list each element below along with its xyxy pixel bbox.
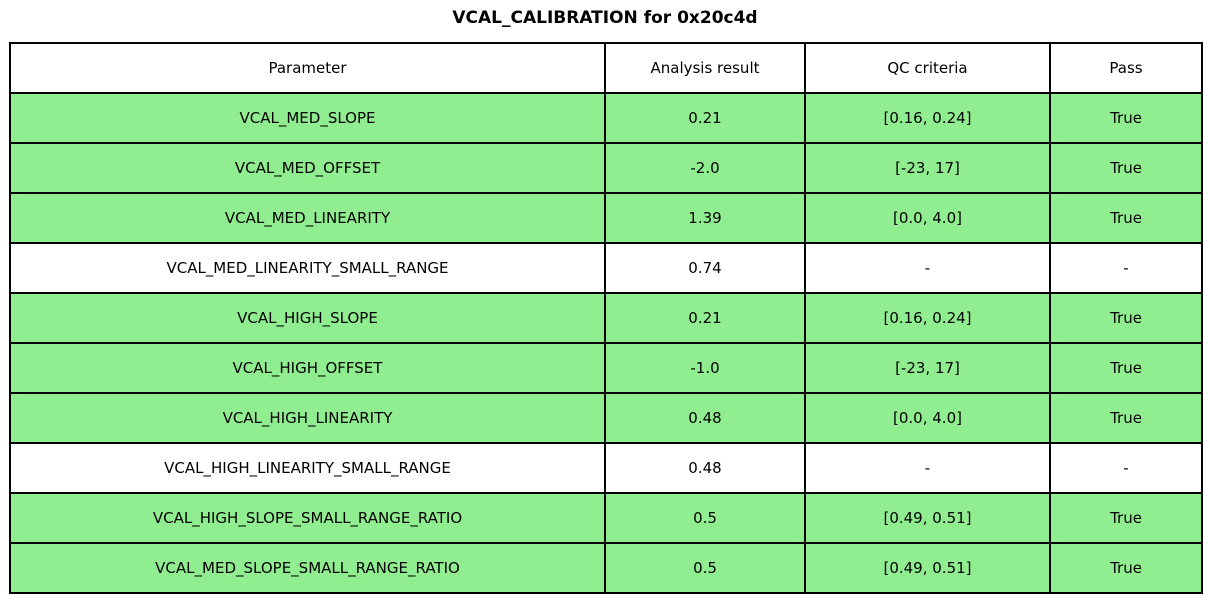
- pass-cell: -: [1049, 242, 1203, 294]
- pass-cell: True: [1049, 342, 1203, 394]
- parameter-cell: VCAL_MED_SLOPE_SMALL_RANGE_RATIO: [9, 542, 606, 594]
- parameter-cell: VCAL_HIGH_SLOPE_SMALL_RANGE_RATIO: [9, 492, 606, 544]
- table-title: VCAL_CALIBRATION for 0x20c4d: [452, 8, 758, 28]
- qc-criteria-cell: [0.49, 0.51]: [804, 542, 1051, 594]
- qc-criteria-cell: [0.16, 0.24]: [804, 292, 1051, 344]
- table-header-row: Parameter Analysis result QC criteria Pa…: [9, 42, 1203, 94]
- table-row: VCAL_MED_LINEARITY_SMALL_RANGE 0.74- -: [9, 242, 1203, 294]
- parameter-cell: VCAL_HIGH_LINEARITY_SMALL_RANGE: [9, 442, 606, 494]
- analysis-result-cell: 0.5: [604, 542, 806, 594]
- qc-calibration-table: Parameter Analysis result QC criteria Pa…: [9, 42, 1203, 594]
- pass-cell: -: [1049, 442, 1203, 494]
- analysis-result-cell: 1.39: [604, 192, 806, 244]
- table-row: VCAL_HIGH_OFFSET -1.0 [-23, 17] True: [9, 342, 1203, 394]
- qc-criteria-cell: [0.16, 0.24]: [804, 92, 1051, 144]
- table-row: VCAL_HIGH_SLOPE 0.21 [0.16, 0.24] True: [9, 292, 1203, 344]
- pass-cell: True: [1049, 492, 1203, 544]
- parameter-cell: VCAL_MED_LINEARITY_SMALL_RANGE: [9, 242, 606, 294]
- qc-criteria-cell: [0.49, 0.51]: [804, 492, 1051, 544]
- qc-criteria-cell: [-23, 17]: [804, 342, 1051, 394]
- qc-criteria-cell: [0.0, 4.0]: [804, 392, 1051, 444]
- qc-criteria-cell: [-23, 17]: [804, 142, 1051, 194]
- parameter-cell: VCAL_HIGH_OFFSET: [9, 342, 606, 394]
- column-header-qc-criteria: QC criteria: [804, 42, 1051, 94]
- table-body: Parameter Analysis result QC criteria Pa…: [9, 42, 1203, 594]
- analysis-result-cell: -2.0: [604, 142, 806, 194]
- pass-cell: True: [1049, 392, 1203, 444]
- pass-cell: True: [1049, 542, 1203, 594]
- table-row: VCAL_HIGH_LINEARITY 0.48 [0.0, 4.0] True: [9, 392, 1203, 444]
- analysis-result-cell: 0.21: [604, 292, 806, 344]
- pass-cell: True: [1049, 92, 1203, 144]
- pass-cell: True: [1049, 292, 1203, 344]
- table-row: VCAL_MED_OFFSET -2.0 [-23, 17] True: [9, 142, 1203, 194]
- column-header-analysis-result: Analysis result: [604, 42, 806, 94]
- parameter-cell: VCAL_MED_SLOPE: [9, 92, 606, 144]
- analysis-result-cell: -1.0: [604, 342, 806, 394]
- table-row: VCAL_HIGH_LINEARITY_SMALL_RANGE 0.48- -: [9, 442, 1203, 494]
- column-header-parameter: Parameter: [9, 42, 606, 94]
- analysis-result-cell: 0.48: [604, 442, 806, 494]
- qc-criteria-cell: -: [804, 442, 1051, 494]
- analysis-result-cell: 0.5: [604, 492, 806, 544]
- table-row: VCAL_MED_SLOPE_SMALL_RANGE_RATIO 0.5 [0.49…: [9, 542, 1203, 594]
- parameter-cell: VCAL_HIGH_SLOPE: [9, 292, 606, 344]
- analysis-result-cell: 0.21: [604, 92, 806, 144]
- table-row: VCAL_MED_LINEARITY 1.39 [0.0, 4.0] True: [9, 192, 1203, 244]
- analysis-result-cell: 0.74: [604, 242, 806, 294]
- parameter-cell: VCAL_MED_LINEARITY: [9, 192, 606, 244]
- pass-cell: True: [1049, 192, 1203, 244]
- table-row: VCAL_MED_SLOPE 0.21 [0.16, 0.24] True: [9, 92, 1203, 144]
- parameter-cell: VCAL_MED_OFFSET: [9, 142, 606, 194]
- qc-criteria-cell: -: [804, 242, 1051, 294]
- column-header-pass: Pass: [1049, 42, 1203, 94]
- pass-cell: True: [1049, 142, 1203, 194]
- analysis-result-cell: 0.48: [604, 392, 806, 444]
- parameter-cell: VCAL_HIGH_LINEARITY: [9, 392, 606, 444]
- qc-criteria-cell: [0.0, 4.0]: [804, 192, 1051, 244]
- table-row: VCAL_HIGH_SLOPE_SMALL_RANGE_RATIO 0.5 [0.4…: [9, 492, 1203, 544]
